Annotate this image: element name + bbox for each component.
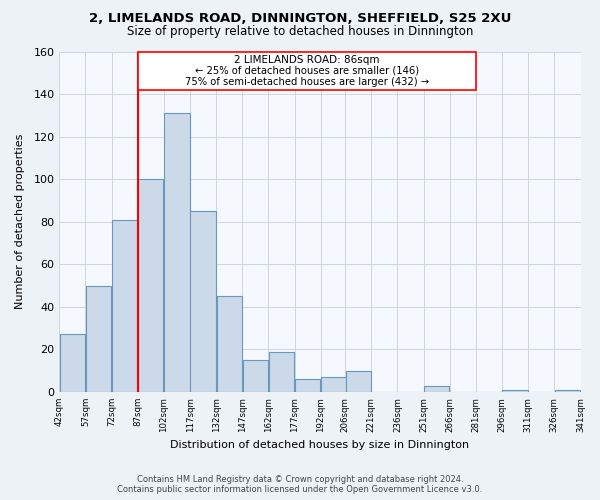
- Text: Size of property relative to detached houses in Dinnington: Size of property relative to detached ho…: [127, 24, 473, 38]
- Text: 2, LIMELANDS ROAD, DINNINGTON, SHEFFIELD, S25 2XU: 2, LIMELANDS ROAD, DINNINGTON, SHEFFIELD…: [89, 12, 511, 26]
- Bar: [424, 386, 449, 392]
- Text: 2 LIMELANDS ROAD: 86sqm: 2 LIMELANDS ROAD: 86sqm: [234, 54, 380, 64]
- Text: ← 25% of detached houses are smaller (146): ← 25% of detached houses are smaller (14…: [195, 66, 419, 76]
- Bar: [295, 379, 320, 392]
- Bar: [502, 390, 528, 392]
- Bar: [60, 334, 85, 392]
- FancyBboxPatch shape: [138, 52, 476, 90]
- Bar: [321, 377, 346, 392]
- Bar: [555, 390, 580, 392]
- Text: 75% of semi-detached houses are larger (432) →: 75% of semi-detached houses are larger (…: [185, 77, 429, 87]
- Bar: [269, 352, 294, 392]
- Bar: [112, 220, 137, 392]
- Bar: [217, 296, 242, 392]
- Bar: [86, 286, 111, 392]
- X-axis label: Distribution of detached houses by size in Dinnington: Distribution of detached houses by size …: [170, 440, 469, 450]
- Text: Contains HM Land Registry data © Crown copyright and database right 2024.
Contai: Contains HM Land Registry data © Crown c…: [118, 474, 482, 494]
- Bar: [138, 179, 163, 392]
- Bar: [346, 370, 371, 392]
- Bar: [243, 360, 268, 392]
- Bar: [164, 113, 190, 392]
- Y-axis label: Number of detached properties: Number of detached properties: [15, 134, 25, 310]
- Bar: [190, 211, 216, 392]
